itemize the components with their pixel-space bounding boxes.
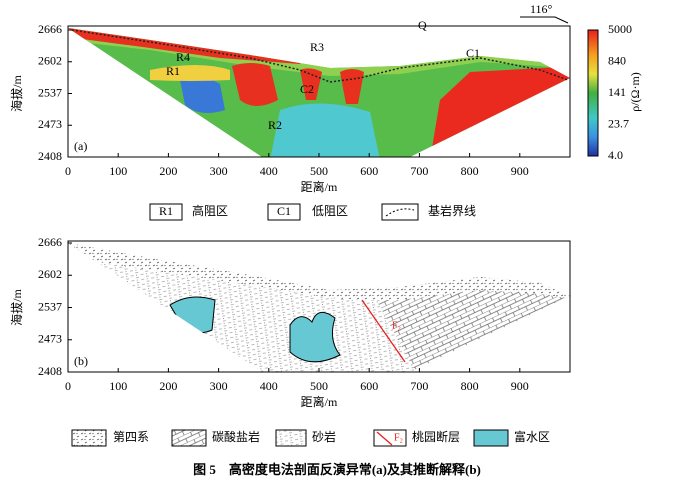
y-tick-label: 2666: [38, 22, 62, 36]
legend-text: 碳酸盐岩: [212, 429, 260, 444]
annotation: R2: [268, 118, 282, 132]
colorbar-tick-label: 141: [608, 85, 626, 99]
bedrock-line: [71, 29, 569, 83]
colorbar-tick-label: 4.0: [608, 148, 623, 162]
legend-box: [149, 203, 183, 221]
legend-text: 基岩界线: [428, 203, 476, 218]
x-axis-label: 距离/m: [301, 394, 338, 409]
y-tick-label: 2666: [38, 235, 62, 249]
panel-label: (b): [74, 354, 88, 368]
legend-text: 第四系: [113, 430, 149, 444]
x-tick-label: 800: [461, 379, 479, 393]
y-tick-label: 2408: [38, 149, 62, 163]
legend-box: [267, 203, 301, 221]
panel-label: (a): [74, 139, 87, 153]
legend-text: 砂岩: [312, 429, 336, 444]
orientation-arrow: [520, 16, 569, 24]
geology-section: [68, 243, 570, 372]
x-tick-label: 500: [310, 164, 328, 178]
y-tick-label: 2537: [38, 85, 62, 99]
x-tick-label: 900: [511, 379, 529, 393]
legend-box: [71, 429, 107, 447]
x-tick-label: 500: [310, 379, 328, 393]
legend-text: 富水区: [514, 429, 550, 444]
colorbar-tick-label: 23.7: [608, 116, 629, 130]
y-tick-label: 2602: [38, 54, 62, 68]
legend-symbol: C1: [277, 204, 291, 218]
colorbar-tick-label: 840: [608, 53, 626, 67]
legend-text: 桃园断层: [412, 429, 460, 444]
x-tick-label: 100: [109, 379, 127, 393]
legend-symbol: F₂: [394, 432, 403, 443]
legend-line: [376, 431, 393, 446]
legend-line: [385, 208, 415, 217]
annotation: Q: [418, 18, 427, 32]
x-tick-label: 900: [511, 164, 529, 178]
y-tick-label: 2537: [38, 299, 62, 313]
y-tick-label: 2473: [38, 117, 62, 131]
x-axis-label: 距离/m: [301, 179, 338, 194]
x-tick-label: 400: [260, 379, 278, 393]
legend-box: [381, 203, 419, 221]
fault-line: [361, 299, 406, 363]
legend-box: [373, 429, 407, 447]
annotation: R3: [310, 40, 324, 54]
x-tick-label: 600: [360, 164, 378, 178]
x-tick-label: 700: [410, 164, 428, 178]
caption: 图 5 高密度电法剖面反演异常(a)及其推断解释(b): [193, 462, 481, 477]
y-tick-label: 2473: [38, 332, 62, 346]
annotation: C2: [300, 82, 314, 96]
x-tick-label: 300: [210, 379, 228, 393]
x-tick-label: 200: [159, 379, 177, 393]
x-tick-label: 700: [410, 379, 428, 393]
colorbar-title: ρ/(Ω·m): [628, 72, 642, 112]
orientation: 116°: [520, 2, 569, 24]
x-tick-label: 0: [65, 164, 71, 178]
y-axis-label: 海拔/m: [9, 75, 24, 112]
y-tick-label: 2408: [38, 364, 62, 378]
x-tick-label: 600: [360, 379, 378, 393]
legend-a: R1 高阻区 C1 低阻区 基岩界线: [149, 203, 476, 221]
legend-text: 低阻区: [312, 204, 348, 218]
legend-box: [171, 429, 207, 447]
x-tick-label: 0: [65, 379, 71, 393]
colorbar-tick-label: 5000: [608, 22, 632, 36]
x-tick-label: 800: [461, 164, 479, 178]
colorbar: [587, 29, 599, 157]
annotation: R1: [166, 64, 180, 78]
legend-box: [473, 429, 509, 447]
legend-b: 第四系 碳酸盐岩 砂岩 F₂ 桃园断层 富水区: [71, 429, 550, 447]
annotation: R4: [176, 50, 190, 64]
legend-symbol: R1: [159, 204, 173, 218]
orientation-label: 116°: [530, 2, 553, 16]
annotation: C1: [466, 46, 480, 60]
legend-box: [275, 429, 307, 447]
legend-text: 高阻区: [192, 203, 228, 218]
x-tick-label: 400: [260, 164, 278, 178]
x-tick-label: 100: [109, 164, 127, 178]
fault-label: F₂: [392, 320, 401, 331]
y-axis-label: 海拔/m: [9, 289, 24, 326]
x-tick-label: 200: [159, 164, 177, 178]
x-tick-label: 300: [210, 164, 228, 178]
y-tick-label: 2602: [38, 267, 62, 281]
